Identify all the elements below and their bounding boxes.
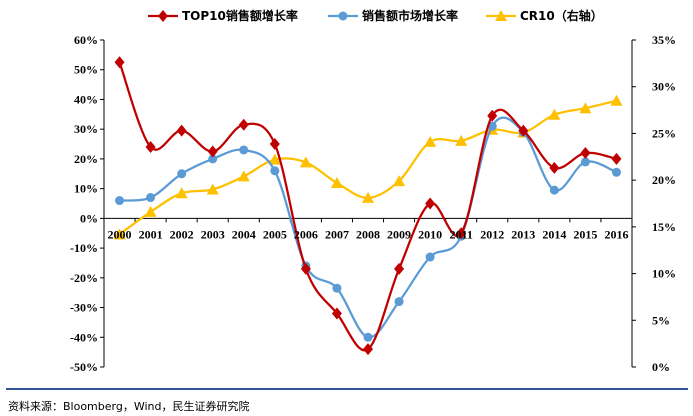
left-tick-label: -20% xyxy=(70,271,98,285)
series-0 xyxy=(114,56,622,356)
data-point xyxy=(611,167,621,177)
legend-label: CR10（右轴） xyxy=(520,8,603,23)
source-divider xyxy=(6,388,688,390)
data-point xyxy=(610,94,623,106)
legend-label: TOP10销售额增长率 xyxy=(182,8,298,23)
data-point xyxy=(175,187,188,199)
x-tick-label: 2008 xyxy=(356,227,380,241)
chart-axes: -50% -40% -30% -20% -10% 0% 10% 20% 30% 40% 50% 60%… xyxy=(70,33,676,374)
series-2 xyxy=(113,94,623,240)
left-tick-label: 40% xyxy=(74,92,98,106)
x-tick-labels: 2000 2001 2002 2003 2004 2005 2006 2007 2008 2009… xyxy=(108,227,629,241)
data-point xyxy=(144,205,157,217)
right-tick-label: 30% xyxy=(652,80,676,94)
line-chart: TOP10销售额增长率 销售额市场增长率 CR10（右轴） -50% -40% -30%… xyxy=(70,8,676,374)
x-tick-label: 2009 xyxy=(387,227,411,241)
left-tick-label: -40% xyxy=(70,330,98,344)
right-tick-label: 5% xyxy=(652,313,670,327)
left-tick-label: 20% xyxy=(74,152,98,166)
data-point xyxy=(580,157,590,167)
left-tick-label: 10% xyxy=(74,182,98,196)
data-point xyxy=(362,191,374,203)
data-point xyxy=(425,252,435,262)
legend-marker xyxy=(158,10,168,22)
legend-marker xyxy=(495,10,507,21)
x-tick-label: 2004 xyxy=(232,227,256,241)
data-point xyxy=(518,124,529,137)
x-tick-label: 2003 xyxy=(201,227,225,241)
legend-marker xyxy=(338,11,348,21)
data-point xyxy=(115,196,125,206)
chart-series xyxy=(113,56,623,356)
data-point xyxy=(238,118,249,131)
x-tick-label: 2007 xyxy=(325,227,349,241)
data-point xyxy=(331,307,342,320)
x-tick-label: 2001 xyxy=(139,227,163,241)
data-point xyxy=(300,262,311,275)
x-tick-label: 2000 xyxy=(108,227,132,241)
data-point xyxy=(487,109,498,122)
chart-legend: TOP10销售额增长率 销售额市场增长率 CR10（右轴） xyxy=(148,8,603,23)
data-point xyxy=(394,262,405,275)
data-point xyxy=(611,152,622,165)
right-tick-label: 20% xyxy=(652,173,676,187)
data-point xyxy=(456,227,467,240)
data-point xyxy=(206,183,219,195)
data-point xyxy=(237,170,250,182)
data-point xyxy=(549,161,560,174)
left-tick-label: 60% xyxy=(74,33,98,47)
right-tick-label: 25% xyxy=(652,126,676,140)
data-point xyxy=(363,332,373,342)
x-tick-label: 2013 xyxy=(511,227,535,241)
source-note: 资料来源：Bloomberg，Wind，民生证券研究院 xyxy=(8,400,250,413)
data-point xyxy=(425,197,436,210)
x-tick-label: 2010 xyxy=(418,227,442,241)
data-point xyxy=(455,134,468,146)
data-point xyxy=(113,228,126,240)
data-point xyxy=(268,153,281,165)
data-point xyxy=(548,108,561,120)
data-point xyxy=(579,102,592,114)
left-tick-label: -50% xyxy=(70,360,98,374)
data-point xyxy=(549,185,559,195)
data-point xyxy=(363,343,373,356)
x-tick-label: 2012 xyxy=(480,227,504,241)
data-point xyxy=(177,169,187,179)
left-tick-label: 30% xyxy=(74,122,98,136)
series-line xyxy=(118,61,617,352)
data-point xyxy=(394,297,404,307)
data-point xyxy=(270,166,280,176)
x-tick-label: 2016 xyxy=(604,227,628,241)
x-tick-label: 2002 xyxy=(170,227,194,241)
data-point xyxy=(393,175,406,187)
right-tick-label: 15% xyxy=(652,220,676,234)
data-point xyxy=(239,145,249,155)
left-tick-label: 0% xyxy=(80,211,98,225)
data-point xyxy=(207,145,218,158)
right-tick-label: 10% xyxy=(652,267,676,281)
x-tick-label: 2005 xyxy=(263,227,287,241)
data-point xyxy=(299,156,312,168)
x-tick-label: 2006 xyxy=(294,227,318,241)
data-point xyxy=(208,154,218,164)
data-point xyxy=(580,146,591,159)
x-tick-label: 2011 xyxy=(450,227,473,241)
left-tick-label: 50% xyxy=(74,63,98,77)
right-tick-label: 0% xyxy=(652,360,670,374)
data-point xyxy=(424,135,437,147)
left-tick-label: -10% xyxy=(70,241,98,255)
data-point xyxy=(145,141,156,154)
legend-label: 销售额市场增长率 xyxy=(362,8,458,23)
x-tick-label: 2014 xyxy=(542,227,566,241)
left-tick-label: -30% xyxy=(70,301,98,315)
x-tick-label: 2015 xyxy=(573,227,597,241)
data-point xyxy=(269,138,280,151)
data-point xyxy=(330,176,343,188)
right-tick-label: 35% xyxy=(652,33,676,47)
data-point xyxy=(114,56,125,69)
data-point xyxy=(176,124,187,137)
data-point xyxy=(146,193,156,203)
data-point xyxy=(332,283,342,293)
